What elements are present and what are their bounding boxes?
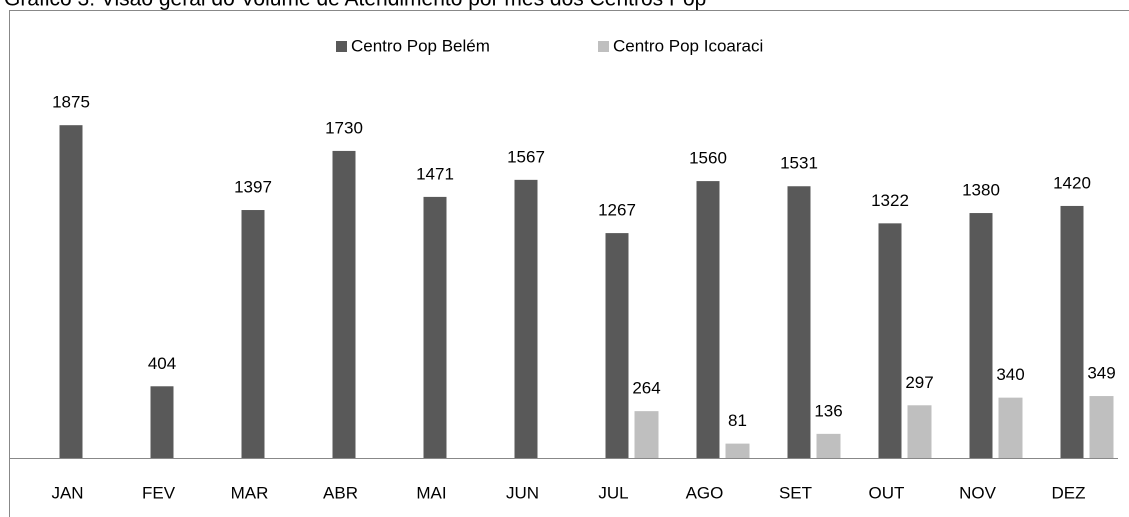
x-tick-label: JUL: [598, 483, 628, 502]
legend-swatch: [598, 41, 609, 52]
x-tick-label: JAN: [51, 483, 83, 502]
chart-title: Gráfico 3: Visão geral do Volume de Aten…: [4, 0, 706, 11]
data-label: 1560: [689, 149, 727, 168]
legend-label: Centro Pop Belém: [351, 36, 490, 55]
bar: [332, 150, 356, 459]
data-label: 1267: [598, 201, 636, 220]
bar: [605, 233, 629, 458]
data-label: 81: [728, 411, 747, 430]
bar: [998, 397, 1023, 458]
x-tick-label: DEZ: [1052, 483, 1086, 502]
bar: [1060, 205, 1084, 458]
data-label: 1397: [234, 178, 272, 197]
bar: [634, 411, 659, 458]
x-tick-label: SET: [779, 483, 812, 502]
bar: [878, 223, 902, 458]
x-tick-label: AGO: [686, 483, 724, 502]
bar: [787, 186, 811, 458]
data-label: 349: [1087, 364, 1115, 383]
x-tick-label: MAR: [231, 483, 269, 502]
x-tick-label: NOV: [959, 483, 997, 502]
legend-swatch: [336, 41, 347, 52]
bar: [59, 125, 83, 458]
bar: [696, 181, 720, 458]
data-label: 340: [996, 365, 1024, 384]
bar: [1089, 396, 1114, 458]
x-tick-label: FEV: [142, 483, 176, 502]
data-label: 1471: [416, 164, 454, 183]
bar: [907, 405, 932, 458]
data-label: 1531: [780, 154, 818, 173]
bar: [969, 213, 993, 458]
data-label: 1567: [507, 147, 545, 166]
data-label: 1322: [871, 191, 909, 210]
data-label: 264: [632, 379, 660, 398]
data-label: 1420: [1053, 173, 1091, 192]
data-label: 1875: [52, 93, 90, 112]
x-tick-label: MAI: [416, 483, 446, 502]
data-label: 297: [905, 373, 933, 392]
data-label: 1380: [962, 181, 1000, 200]
data-label: 1730: [325, 118, 363, 137]
bar: [150, 386, 174, 458]
x-tick-label: JUN: [506, 483, 539, 502]
x-tick-label: ABR: [323, 483, 358, 502]
x-tick-label: OUT: [869, 483, 905, 502]
bar: [241, 210, 265, 458]
data-label: 136: [814, 401, 842, 420]
bar: [725, 443, 750, 458]
data-label: 404: [148, 354, 176, 373]
bar: [816, 433, 841, 458]
legend-label: Centro Pop Icoaraci: [613, 36, 763, 55]
bar: [514, 179, 538, 459]
bar: [423, 196, 447, 458]
